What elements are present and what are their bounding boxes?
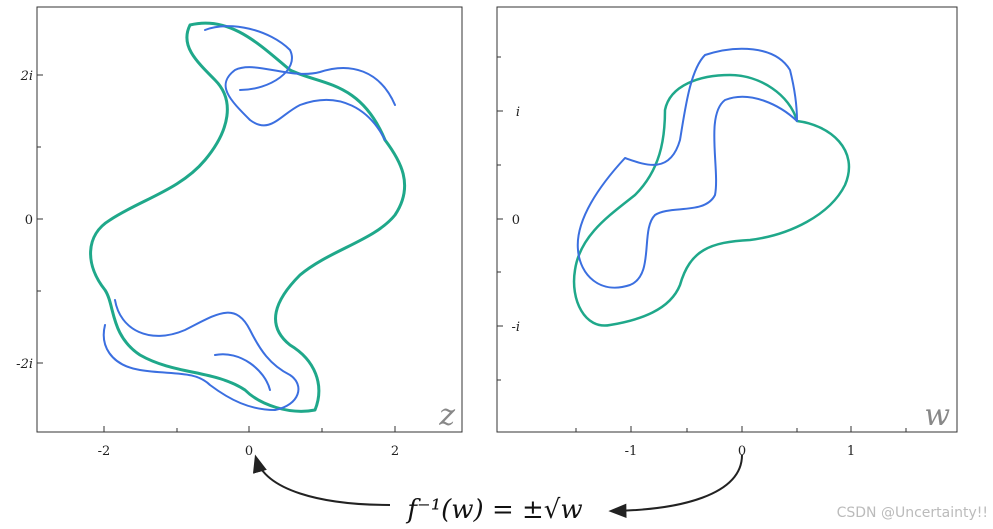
y-tick-label: 2i: [20, 69, 33, 84]
frame: [496, 6, 958, 433]
blue-curve: [204, 25, 396, 141]
arrow: [252, 454, 391, 506]
blue-curve: [102, 299, 300, 411]
x-tick-label: -2: [98, 444, 111, 459]
x-tick-label: -1: [625, 444, 638, 459]
y-tick-label: i: [516, 105, 520, 120]
ticks: [497, 56, 907, 432]
y-tick-label: -i: [511, 320, 520, 335]
x-tick-label: 0: [738, 444, 746, 459]
w-panel: -1 0 1 i 0 -i w: [496, 6, 958, 459]
panel-label: z: [438, 398, 455, 433]
z-panel: -2 0 2 2i 0 -2i z: [16, 6, 463, 459]
panel-label: w: [924, 398, 950, 433]
y-tick-label: 0: [512, 213, 520, 228]
blue-curve: [576, 47, 798, 289]
green-curve: [572, 73, 851, 327]
y-tick-label: -2i: [16, 357, 33, 372]
formula: f⁻¹(w) = ±√w: [405, 495, 582, 525]
y-tick-label: 0: [25, 213, 33, 228]
x-tick-label: 0: [245, 444, 253, 459]
watermark: CSDN @Uncertainty!!: [837, 505, 988, 521]
frame: [36, 6, 463, 433]
ticks: [37, 74, 396, 432]
green-curve: [89, 21, 406, 413]
x-tick-label: 1: [847, 444, 855, 459]
x-tick-label: 2: [391, 444, 399, 459]
arrow: [608, 454, 743, 518]
